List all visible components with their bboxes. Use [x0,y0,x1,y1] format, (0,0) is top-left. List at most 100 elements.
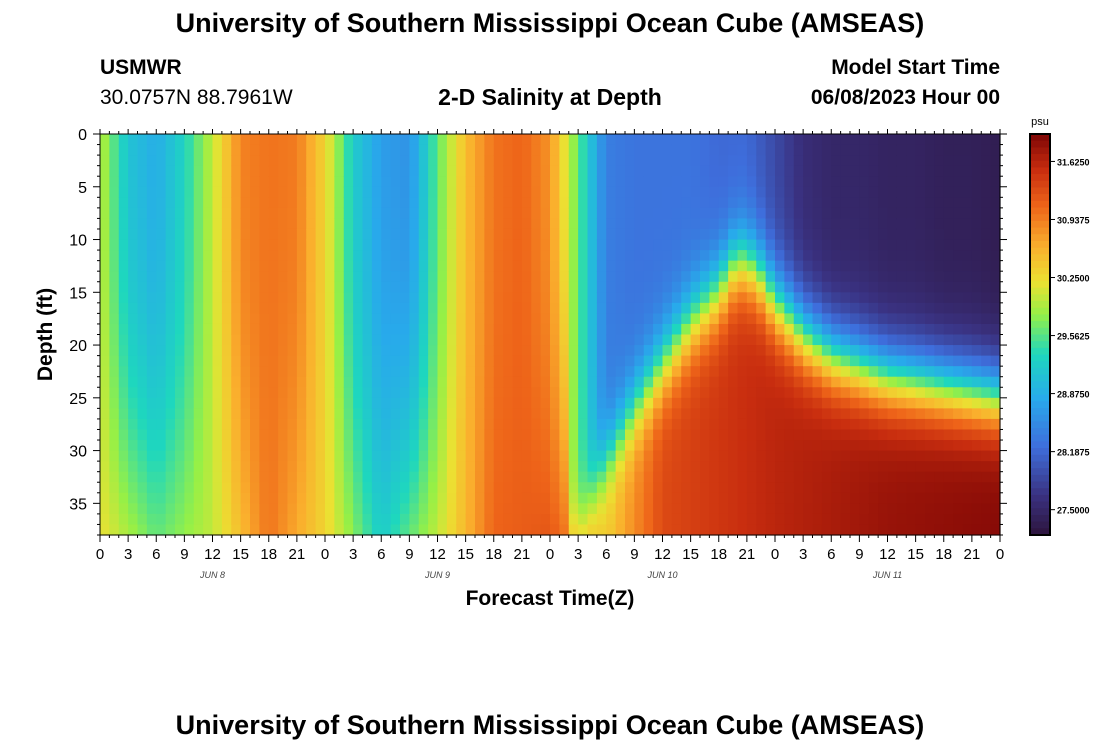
heat-cell [184,408,195,420]
heat-cell [990,450,1001,462]
heat-cell [278,260,289,272]
heat-cell [746,492,757,504]
heat-cell [850,292,860,304]
heat-cell [390,228,401,241]
heat-cell [671,397,682,409]
heat-cell [925,292,935,304]
heat-cell [371,334,382,346]
heat-cell [962,355,973,367]
heat-cell [990,271,1001,283]
heat-cell [100,323,110,336]
heat-cell [221,228,232,241]
y-tick-label: 35 [69,496,87,513]
heat-cell [568,197,579,209]
heat-cell [287,503,298,515]
heat-cell [287,197,298,209]
heat-cell [418,239,429,251]
heat-cell [962,345,973,357]
heat-cell [718,313,729,325]
heat-cell [671,482,682,494]
heat-cell [615,155,626,167]
heat-cell [484,239,495,251]
heat-cell [878,387,889,399]
heat-cell [259,482,270,494]
heat-cell [962,482,973,494]
heat-cell [362,334,373,346]
heat-cell [737,207,748,220]
heat-cell [775,228,785,241]
heat-cell [934,397,945,409]
heat-cell [278,513,289,526]
heat-cell [634,366,645,378]
heat-cell [268,429,279,441]
heat-cell [671,524,682,536]
heat-cell [540,450,551,462]
heat-cell [165,197,176,209]
heat-cell [953,397,964,409]
heat-cell [390,144,401,156]
heat-cell [493,450,504,462]
heat-cell [118,165,129,177]
heat-cell [428,239,439,251]
heat-cell [803,281,814,293]
heat-cell [643,492,654,504]
heat-cell [446,207,457,220]
heat-cell [306,134,317,146]
heat-cell [943,503,954,515]
heat-cell [521,334,532,346]
heat-cell [578,345,589,357]
heat-cell [184,450,195,462]
heat-cell [840,418,851,431]
heat-cell [315,366,326,378]
heat-cell [259,429,270,441]
heat-cell [484,334,495,346]
heat-cell [662,155,673,167]
colorbar-swatch [1030,454,1050,463]
heat-cell [400,345,410,357]
heat-cell [371,397,382,409]
heat-cell [250,524,260,536]
heat-cell [184,250,195,262]
heat-cell [118,313,129,325]
heat-cell [775,155,785,167]
heat-cell [371,155,382,167]
heat-cell [503,450,514,462]
heat-cell [250,323,260,336]
heat-cell [250,302,260,314]
heat-cell [259,461,270,473]
colorbar-swatch [1030,434,1050,443]
heat-cell [137,429,148,441]
heat-cell [146,186,157,198]
heat-cell [690,281,701,293]
heat-cell [943,450,954,462]
heat-cell [250,366,260,378]
heat-cell [953,376,964,388]
heat-cell [596,345,607,357]
heat-cell [906,302,917,314]
heat-cell [184,387,195,399]
heat-cell [568,387,579,399]
heat-cell [625,176,635,188]
heat-cell [990,323,1001,336]
heat-cell [156,281,167,293]
heat-cell [128,323,139,336]
heat-cell [746,408,757,420]
heat-cell [521,492,532,504]
heat-cell [653,513,664,526]
heat-cell [896,271,907,283]
heat-cell [118,155,129,167]
heat-cell [203,186,214,198]
heat-cell [868,376,879,388]
heat-cell [531,450,542,462]
heat-cell [934,471,945,483]
heat-cell [578,418,589,431]
heat-cell [259,355,270,367]
heat-cell [156,366,167,378]
heat-cell [146,313,157,325]
heat-cell [100,155,110,167]
heat-cell [137,397,148,409]
heat-cell [596,440,607,452]
heat-cell [371,323,382,336]
heat-cell [118,461,129,473]
heat-cell [700,429,710,441]
